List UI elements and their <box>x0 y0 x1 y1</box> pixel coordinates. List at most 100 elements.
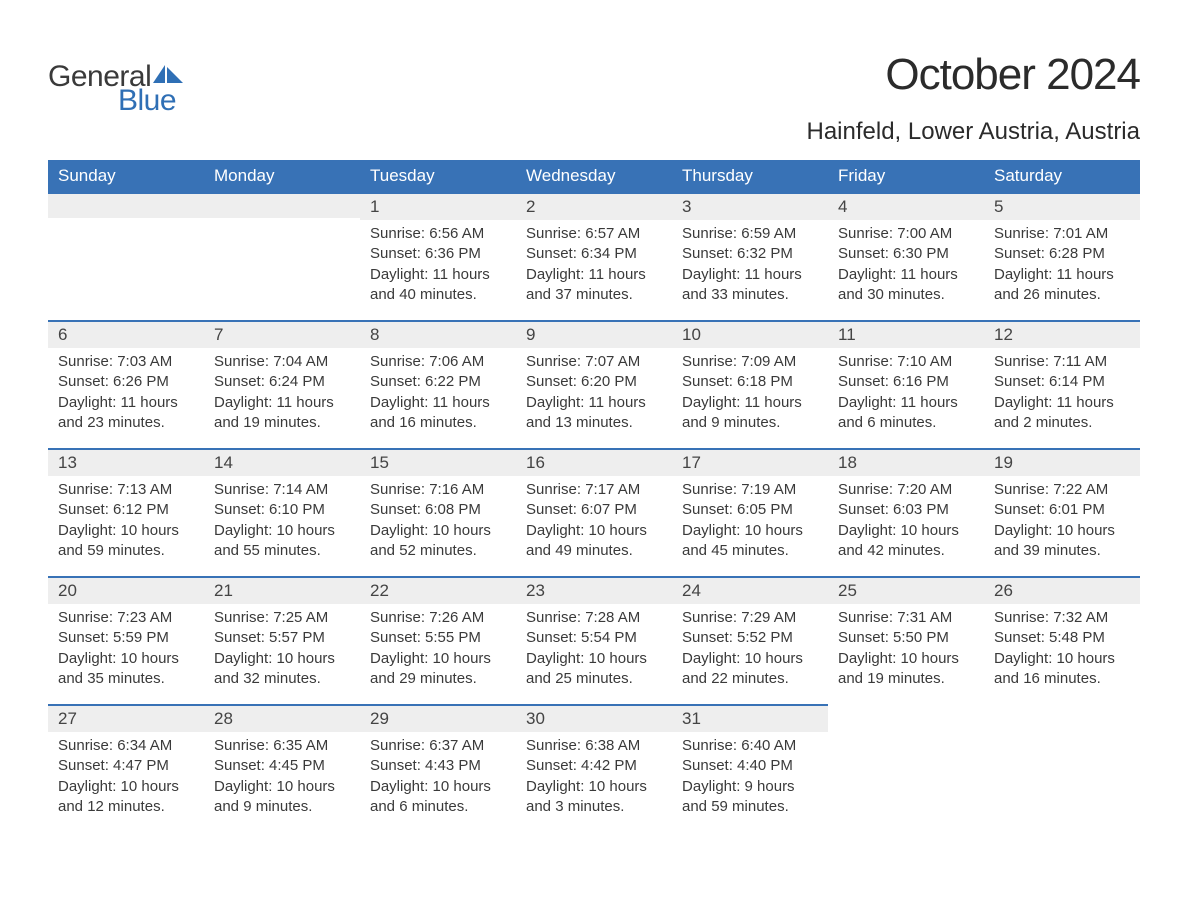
day-body: Sunrise: 7:03 AMSunset: 6:26 PMDaylight:… <box>48 348 204 443</box>
daylight-text: Daylight: 10 hours and 3 minutes. <box>526 777 662 818</box>
sunset-text: Sunset: 6:07 PM <box>526 500 662 520</box>
sunset-text: Sunset: 6:24 PM <box>214 372 350 392</box>
sunset-text: Sunset: 6:36 PM <box>370 244 506 264</box>
day-body: Sunrise: 7:14 AMSunset: 6:10 PMDaylight:… <box>204 476 360 571</box>
sunrise-text: Sunrise: 7:29 AM <box>682 608 818 628</box>
sunrise-text: Sunrise: 6:56 AM <box>370 224 506 244</box>
day-number: 18 <box>828 448 984 476</box>
day-cell: 9Sunrise: 7:07 AMSunset: 6:20 PMDaylight… <box>516 320 672 448</box>
sunset-text: Sunset: 5:55 PM <box>370 628 506 648</box>
header: General Blue October 2024 Hainfeld, Lowe… <box>48 50 1140 146</box>
daylight-text: Daylight: 10 hours and 29 minutes. <box>370 649 506 690</box>
day-number: 25 <box>828 576 984 604</box>
day-number: 16 <box>516 448 672 476</box>
daylight-text: Daylight: 10 hours and 52 minutes. <box>370 521 506 562</box>
sunset-text: Sunset: 5:54 PM <box>526 628 662 648</box>
sunrise-text: Sunrise: 7:22 AM <box>994 480 1130 500</box>
week-row: 20Sunrise: 7:23 AMSunset: 5:59 PMDayligh… <box>48 576 1140 704</box>
sunset-text: Sunset: 5:59 PM <box>58 628 194 648</box>
sunrise-text: Sunrise: 7:28 AM <box>526 608 662 628</box>
sunset-text: Sunset: 6:18 PM <box>682 372 818 392</box>
sunrise-text: Sunrise: 6:34 AM <box>58 736 194 756</box>
sunrise-text: Sunrise: 6:38 AM <box>526 736 662 756</box>
daylight-text: Daylight: 10 hours and 39 minutes. <box>994 521 1130 562</box>
weekday-header: Tuesday <box>360 160 516 192</box>
day-number: 30 <box>516 704 672 732</box>
daylight-text: Daylight: 11 hours and 40 minutes. <box>370 265 506 306</box>
sunrise-text: Sunrise: 7:17 AM <box>526 480 662 500</box>
day-body: Sunrise: 7:11 AMSunset: 6:14 PMDaylight:… <box>984 348 1140 443</box>
day-cell: 7Sunrise: 7:04 AMSunset: 6:24 PMDaylight… <box>204 320 360 448</box>
daylight-text: Daylight: 9 hours and 59 minutes. <box>682 777 818 818</box>
day-number: 15 <box>360 448 516 476</box>
day-cell: 13Sunrise: 7:13 AMSunset: 6:12 PMDayligh… <box>48 448 204 576</box>
day-cell: 11Sunrise: 7:10 AMSunset: 6:16 PMDayligh… <box>828 320 984 448</box>
day-cell: 8Sunrise: 7:06 AMSunset: 6:22 PMDaylight… <box>360 320 516 448</box>
sunset-text: Sunset: 6:32 PM <box>682 244 818 264</box>
day-cell: 19Sunrise: 7:22 AMSunset: 6:01 PMDayligh… <box>984 448 1140 576</box>
calendar-table: Sunday Monday Tuesday Wednesday Thursday… <box>48 160 1140 832</box>
day-number: 4 <box>828 192 984 220</box>
sunset-text: Sunset: 5:48 PM <box>994 628 1130 648</box>
day-body: Sunrise: 6:35 AMSunset: 4:45 PMDaylight:… <box>204 732 360 827</box>
sunset-text: Sunset: 6:16 PM <box>838 372 974 392</box>
weekday-header: Wednesday <box>516 160 672 192</box>
sunrise-text: Sunrise: 7:10 AM <box>838 352 974 372</box>
day-cell: 20 Sunrise: 7:23 AMSunset: 5:59 PMDayligh… <box>48 576 204 704</box>
day-cell: 4Sunrise: 7:00 AMSunset: 6:30 PMDaylight… <box>828 192 984 320</box>
day-cell: 28Sunrise: 6:35 AMSunset: 4:45 PMDayligh… <box>204 704 360 832</box>
day-number-empty <box>48 192 204 218</box>
sunrise-text: Sunrise: 7:04 AM <box>214 352 350 372</box>
weekday-header: Friday <box>828 160 984 192</box>
sunset-text: Sunset: 6:03 PM <box>838 500 974 520</box>
day-body: Sunrise: 7:25 AMSunset: 5:57 PMDaylight:… <box>204 604 360 699</box>
sunset-text: Sunset: 6:10 PM <box>214 500 350 520</box>
day-number: 3 <box>672 192 828 220</box>
day-number: 31 <box>672 704 828 732</box>
logo-text-blue: Blue <box>118 84 176 118</box>
daylight-text: Daylight: 10 hours and 42 minutes. <box>838 521 974 562</box>
sunset-text: Sunset: 4:47 PM <box>58 756 194 776</box>
day-body: Sunrise: 7:09 AMSunset: 6:18 PMDaylight:… <box>672 348 828 443</box>
sunset-text: Sunset: 5:57 PM <box>214 628 350 648</box>
weekday-header-row: Sunday Monday Tuesday Wednesday Thursday… <box>48 160 1140 192</box>
sunrise-text: Sunrise: 7:01 AM <box>994 224 1130 244</box>
daylight-text: Daylight: 10 hours and 32 minutes. <box>214 649 350 690</box>
sunrise-text: Sunrise: 6:37 AM <box>370 736 506 756</box>
day-number: 12 <box>984 320 1140 348</box>
day-cell: 15Sunrise: 7:16 AMSunset: 6:08 PMDayligh… <box>360 448 516 576</box>
day-body: Sunrise: 7:06 AMSunset: 6:22 PMDaylight:… <box>360 348 516 443</box>
daylight-text: Daylight: 10 hours and 22 minutes. <box>682 649 818 690</box>
day-cell: 10Sunrise: 7:09 AMSunset: 6:18 PMDayligh… <box>672 320 828 448</box>
day-cell: 26Sunrise: 7:32 AMSunset: 5:48 PMDayligh… <box>984 576 1140 704</box>
sunset-text: Sunset: 6:14 PM <box>994 372 1130 392</box>
day-cell: 6Sunrise: 7:03 AMSunset: 6:26 PMDaylight… <box>48 320 204 448</box>
sunrise-text: Sunrise: 7:07 AM <box>526 352 662 372</box>
location-text: Hainfeld, Lower Austria, Austria <box>806 118 1140 146</box>
daylight-text: Daylight: 10 hours and 49 minutes. <box>526 521 662 562</box>
day-cell: 31Sunrise: 6:40 AMSunset: 4:40 PMDayligh… <box>672 704 828 832</box>
day-cell: 3Sunrise: 6:59 AMSunset: 6:32 PMDaylight… <box>672 192 828 320</box>
day-body: Sunrise: 7:26 AMSunset: 5:55 PMDaylight:… <box>360 604 516 699</box>
sunrise-text: Sunrise: 7:00 AM <box>838 224 974 244</box>
day-body: Sunrise: 7:28 AMSunset: 5:54 PMDaylight:… <box>516 604 672 699</box>
day-number: 9 <box>516 320 672 348</box>
day-number: 20 <box>48 576 204 604</box>
sunset-text: Sunset: 6:22 PM <box>370 372 506 392</box>
logo: General Blue <box>48 50 183 118</box>
sunrise-text: Sunrise: 7:23 AM <box>58 608 194 628</box>
daylight-text: Daylight: 10 hours and 9 minutes. <box>214 777 350 818</box>
daylight-text: Daylight: 10 hours and 6 minutes. <box>370 777 506 818</box>
day-cell: 2Sunrise: 6:57 AMSunset: 6:34 PMDaylight… <box>516 192 672 320</box>
sunrise-text: Sunrise: 7:06 AM <box>370 352 506 372</box>
week-row: 6Sunrise: 7:03 AMSunset: 6:26 PMDaylight… <box>48 320 1140 448</box>
day-cell: 22Sunrise: 7:26 AMSunset: 5:55 PMDayligh… <box>360 576 516 704</box>
day-number: 27 <box>48 704 204 732</box>
day-cell: 29Sunrise: 6:37 AMSunset: 4:43 PMDayligh… <box>360 704 516 832</box>
daylight-text: Daylight: 10 hours and 19 minutes. <box>838 649 974 690</box>
day-number: 24 <box>672 576 828 604</box>
sunset-text: Sunset: 5:50 PM <box>838 628 974 648</box>
weekday-header: Sunday <box>48 160 204 192</box>
daylight-text: Daylight: 10 hours and 35 minutes. <box>58 649 194 690</box>
day-number: 26 <box>984 576 1140 604</box>
